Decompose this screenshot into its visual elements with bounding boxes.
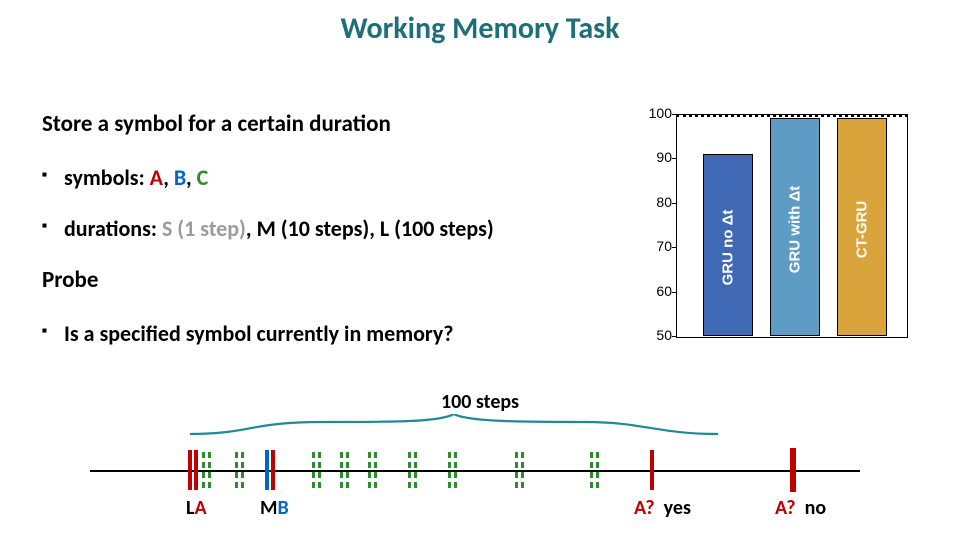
timeline-tick: [650, 450, 654, 490]
y-tick-label: 100: [642, 105, 672, 121]
timeline-tick: [790, 448, 796, 492]
y-tick-label: 90: [642, 149, 672, 165]
duration-l: L (100 steps): [380, 215, 494, 242]
timeline-tick: [271, 450, 275, 490]
heading-store: Store a symbol for a certain duration: [42, 110, 622, 138]
timeline-diagram: LA MB A? yes A? no: [90, 440, 860, 520]
reference-line-100: [676, 114, 908, 117]
label-yes: yes: [664, 496, 691, 520]
bar-label-2: CT-GRU: [854, 170, 871, 290]
timeline-tick: [265, 450, 269, 490]
label-a: A: [194, 496, 206, 520]
timeline-tick: [188, 450, 192, 490]
bullet-probe: Is a specified symbol currently in memor…: [42, 320, 622, 347]
y-tick-label: 50: [642, 327, 672, 343]
y-tick-label: 60: [642, 283, 672, 299]
label-b: B: [277, 496, 288, 520]
timeline-tick: [346, 452, 352, 488]
timeline-label-a-yes: A? yes: [634, 496, 691, 520]
label-a-q2: A?: [775, 496, 796, 520]
y-tick-mark: [672, 158, 676, 159]
y-tick-label: 70: [642, 238, 672, 254]
steps-label: 100 steps: [0, 390, 960, 414]
symbol-a: A: [150, 164, 164, 191]
timeline-tick: [521, 452, 527, 488]
bullet-symbols: symbols: A, B, C: [42, 164, 622, 191]
heading-probe: Probe: [42, 266, 622, 294]
timeline-label-mb: MB: [260, 496, 289, 520]
y-tick-mark: [672, 247, 676, 248]
y-tick-mark: [672, 336, 676, 337]
comma: ,: [163, 164, 174, 191]
timeline-tick: [241, 452, 247, 488]
timeline-tick: [414, 452, 420, 488]
label-m: M: [260, 496, 277, 520]
bar-chart: GRU no ΔtGRU with ΔtCT-GRU 5060708090100: [638, 110, 918, 350]
timeline-tick: [454, 452, 460, 488]
duration-m: M (10 steps): [257, 215, 370, 242]
y-tick-mark: [672, 114, 676, 115]
comma: ,: [369, 215, 380, 242]
symbol-c: C: [197, 164, 209, 191]
y-tick-mark: [672, 292, 676, 293]
timeline-tick: [194, 450, 198, 490]
brace-icon: [190, 414, 718, 438]
timeline-tick: [374, 452, 380, 488]
durations-prefix: durations:: [64, 215, 162, 242]
plot-area: GRU no Δt GRU with Δt CT-GRU: [676, 114, 908, 338]
comma: ,: [186, 164, 197, 191]
symbol-b: B: [174, 164, 186, 191]
bar-label-1: GRU with Δt: [787, 170, 804, 290]
bullet-durations: durations: S (1 step), M (10 steps), L (…: [42, 215, 622, 242]
y-tick-mark: [672, 203, 676, 204]
timeline-tick: [596, 452, 602, 488]
timeline-tick: [208, 452, 214, 488]
symbols-prefix: symbols:: [64, 164, 150, 191]
slide-title: Working Memory Task: [0, 10, 960, 47]
text-column: Store a symbol for a certain duration sy…: [42, 110, 622, 371]
y-tick-label: 80: [642, 194, 672, 210]
bar-label-0: GRU no Δt: [720, 187, 737, 307]
timeline-label-a-no: A? no: [775, 496, 826, 520]
duration-s: S (1 step): [162, 215, 246, 242]
label-a-q1: A?: [634, 496, 655, 520]
timeline-label-la: LA: [186, 496, 207, 520]
comma: ,: [246, 215, 257, 242]
label-no: no: [805, 496, 826, 520]
timeline-tick: [318, 452, 324, 488]
